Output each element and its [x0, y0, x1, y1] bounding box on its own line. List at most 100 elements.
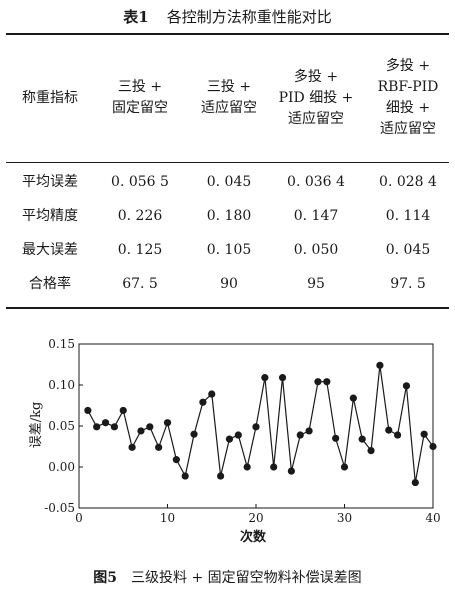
data-point [367, 447, 375, 455]
table-cell: 0. 045 [385, 242, 431, 258]
data-point [305, 427, 313, 435]
data-point [358, 435, 366, 443]
error-points [84, 361, 437, 487]
table-caption-text: 各控制方法称重性能对比 [166, 8, 332, 26]
data-point [172, 456, 180, 464]
y-axis-label: 误差/kg [29, 402, 44, 449]
header-line: PID 细投 + [278, 89, 354, 106]
table-cell: 0. 226 [117, 208, 163, 224]
data-point [287, 467, 295, 475]
data-point [252, 423, 260, 431]
data-point [163, 419, 172, 427]
data-point [411, 478, 419, 487]
data-point [128, 443, 136, 451]
table-header-cell: 多投 + PID 细投 + 适应留空 [270, 36, 362, 160]
data-point [119, 406, 127, 415]
table-cell: 90 [220, 276, 238, 292]
y-tick-label: 0.10 [48, 378, 75, 392]
data-point [340, 463, 349, 471]
data-point [84, 406, 92, 415]
header-line: RBF-PID [377, 79, 439, 95]
table-header-rule [6, 162, 449, 163]
data-point [332, 434, 340, 442]
x-tick-label: 0 [75, 511, 83, 525]
data-point [199, 398, 207, 406]
data-point [376, 361, 384, 369]
table-cell: 95 [307, 276, 325, 292]
figure-caption-label: 图5 [93, 570, 118, 586]
data-point [146, 423, 154, 431]
header-line: 适应留空 [288, 110, 344, 127]
table-header-cell: 称重指标 [4, 36, 96, 160]
y-tick-label: 0.15 [48, 337, 75, 351]
header-line: 称重指标 [22, 89, 78, 106]
data-point [402, 382, 411, 390]
y-tick-label: 0.05 [48, 419, 75, 433]
x-tick-label: 30 [337, 511, 352, 525]
table-cell: 0. 056 5 [111, 174, 169, 190]
header-line: 三投 + [206, 79, 252, 95]
table-cell: 0. 036 4 [287, 174, 345, 190]
figure-caption-text: 三级投料 + 固定留空物料补偿误差图 [131, 570, 362, 586]
data-point [155, 443, 163, 451]
data-point [234, 431, 242, 439]
table-cell: 0. 028 4 [379, 174, 437, 190]
table-row-label: 合格率 [29, 276, 71, 292]
x-tick-label: 20 [248, 511, 263, 525]
data-point [323, 378, 331, 386]
figure-caption: 图5 三级投料 + 固定留空物料补偿误差图 [0, 567, 455, 587]
series-line [87, 365, 434, 483]
table-cell: 97. 5 [390, 276, 426, 292]
table-cell: 0. 105 [206, 242, 252, 258]
x-axis-label: 次数 [240, 529, 267, 545]
data-point [243, 463, 251, 471]
y-tick-label: 0.00 [48, 460, 75, 474]
data-point [314, 378, 322, 386]
table-cell: 0. 050 [293, 242, 339, 258]
header-line: 细投 + [385, 100, 431, 116]
data-point [349, 394, 357, 402]
data-point [225, 435, 234, 443]
table-caption: 表1 各控制方法称重性能对比 [0, 6, 455, 27]
data-point [420, 430, 428, 438]
data-point [270, 463, 278, 471]
header-line: 多投 + [385, 58, 431, 74]
data-point [137, 427, 145, 435]
plot-axes: -0.05 0.00 0.05 0.10 0.15 0 10 20 30 40 [44, 337, 440, 525]
data-point [296, 431, 304, 439]
header-line: 多投 + [293, 68, 339, 85]
table-cell: 0. 147 [293, 208, 339, 224]
table-header-cell: 三投 + 固定留空 [94, 36, 186, 160]
data-point [190, 430, 198, 438]
table-header-cell: 多投 + RBF-PID 细投 + 适应留空 [362, 36, 454, 160]
x-tick-label: 40 [425, 511, 440, 525]
header-line: 适应留空 [380, 121, 436, 137]
data-point [385, 426, 393, 434]
data-point [93, 423, 101, 431]
table-bottom-rule [6, 307, 449, 309]
table-cell: 0. 125 [117, 242, 163, 258]
table-row-label: 平均误差 [22, 174, 78, 190]
header-line: 固定留空 [112, 100, 168, 116]
data-point [217, 472, 225, 480]
table-cell: 0. 114 [385, 208, 431, 224]
error-series [87, 365, 434, 483]
header-line: 适应留空 [201, 100, 257, 116]
data-point [181, 472, 189, 480]
table-top-rule [6, 33, 449, 35]
table-row-label: 平均精度 [22, 208, 78, 224]
header-line: 三投 + [117, 79, 163, 95]
y-tick-label: -0.05 [44, 501, 75, 515]
data-point [101, 419, 110, 427]
table-caption-label: 表1 [123, 8, 149, 26]
table-row-label: 最大误差 [22, 242, 78, 258]
data-point [278, 374, 287, 382]
table-cell: 0. 045 [206, 174, 252, 190]
x-tick-label: 10 [160, 511, 175, 525]
table-cell: 67. 5 [122, 276, 158, 292]
data-point [110, 423, 118, 431]
data-point [261, 374, 269, 382]
data-point [394, 431, 402, 439]
error-chart: -0.05 0.00 0.05 0.10 0.15 0 10 20 30 40 误差/kg 次数 [29, 337, 441, 545]
table-cell: 0. 180 [206, 208, 252, 224]
